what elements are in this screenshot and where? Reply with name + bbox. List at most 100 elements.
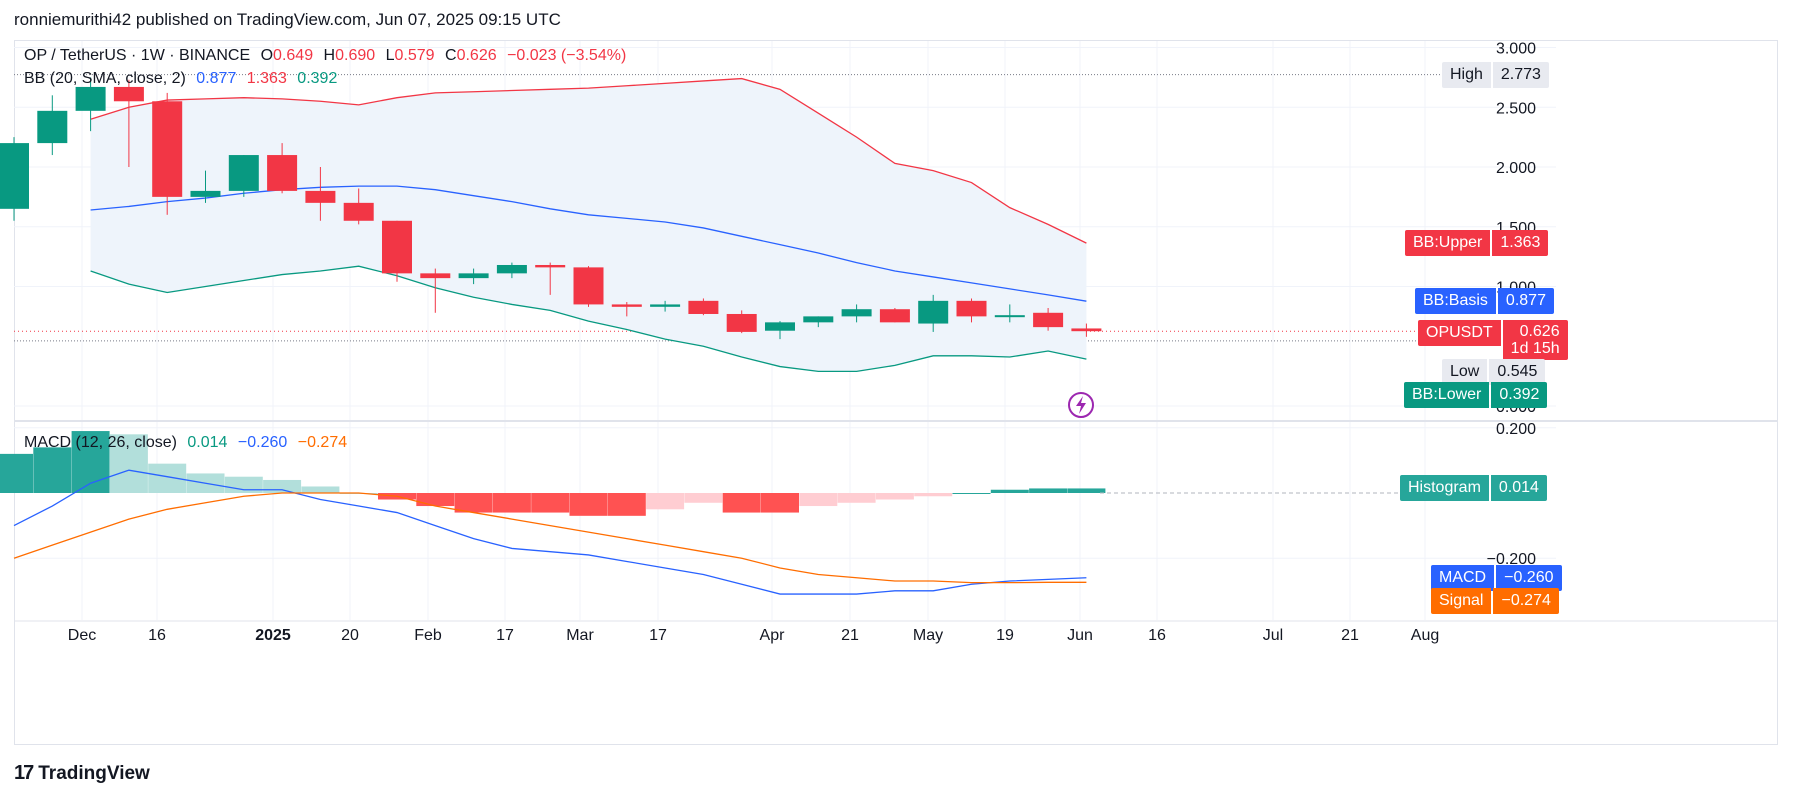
- candle-body: [382, 220, 412, 274]
- macd-histogram-bar: [761, 493, 799, 513]
- macd-histogram-bar: [569, 493, 608, 516]
- candle-body: [956, 300, 987, 317]
- candle-body: [688, 300, 719, 314]
- candle-body: [496, 264, 527, 274]
- candle-body: [458, 273, 489, 279]
- candle-body: [190, 190, 221, 197]
- candle-body: [879, 309, 910, 323]
- chart-frame[interactable]: [14, 40, 1778, 745]
- price-change: −0.023 (−3.54%): [507, 47, 627, 64]
- price-axis-label: 3.000: [1496, 41, 1536, 58]
- macd-line: [13, 469, 1087, 595]
- macd-histogram-bar: [837, 493, 876, 503]
- macd-legend[interactable]: MACD (12, 26, close) 0.014 −0.260 −0.274: [24, 434, 353, 452]
- tradingview-brand-label: TradingView: [38, 762, 150, 784]
- time-axis-label: 2025: [255, 627, 291, 644]
- bb-lower-tag: BB:Lower 0.392: [1404, 382, 1548, 408]
- tradingview-logo-icon: 17: [14, 762, 34, 784]
- macd-histogram-bar: [416, 493, 455, 507]
- candle-body: [803, 316, 834, 323]
- candle-body: [37, 110, 68, 144]
- macd-histogram-bar: [607, 493, 646, 516]
- candle-body: [918, 300, 949, 324]
- candle-body: [765, 322, 795, 331]
- candle-body: [535, 264, 566, 268]
- price-axis-label: 2.500: [1496, 100, 1536, 117]
- histogram-tag: Histogram 0.014: [1400, 475, 1547, 501]
- time-axis-label: 19: [996, 627, 1014, 644]
- macd-line-value: −0.260: [237, 434, 288, 451]
- macd-histogram-bar: [914, 493, 953, 497]
- bb-upper-line: [90, 77, 1087, 244]
- bb-upper-tag: BB:Upper 1.363: [1405, 230, 1549, 256]
- macd-histogram-bar: [224, 476, 263, 493]
- macd-histogram-bar: [990, 489, 1029, 493]
- time-axis-label: Jul: [1263, 627, 1283, 644]
- price-tag-value: 0.626: [1519, 323, 1560, 340]
- symbol-legend[interactable]: OP / TetherUS · 1W · BINANCE O0.649 H0.6…: [24, 47, 632, 65]
- macd-hist-value: 0.014: [187, 434, 228, 451]
- candle-body: [650, 304, 681, 307]
- bb-basis-line: [90, 185, 1087, 302]
- candle-body: [420, 273, 451, 279]
- time-axis-label: Feb: [414, 627, 442, 644]
- candle-body: [113, 86, 144, 102]
- candle-body: [267, 155, 298, 191]
- bb-basis-tag: BB:Basis 0.877: [1415, 288, 1554, 314]
- macd-histogram-bar: [0, 453, 33, 493]
- macd-histogram-bar: [646, 493, 685, 510]
- candle-body: [305, 190, 336, 203]
- time-axis-label: 21: [841, 627, 859, 644]
- macd-axis-label: −0.200: [1487, 551, 1536, 568]
- time-axis-label: Jun: [1067, 627, 1093, 644]
- time-axis-label: 17: [496, 627, 514, 644]
- bb-legend[interactable]: BB (20, SMA, close, 2) 0.877 1.363 0.392: [24, 70, 343, 88]
- candle-body: [1033, 312, 1064, 328]
- macd-histogram-bar: [952, 493, 991, 494]
- tradingview-brand[interactable]: 17 TradingView: [14, 762, 150, 785]
- price-tag: OPUSDT 0.626 1d 15h: [1418, 320, 1568, 360]
- macd-histogram-bar: [684, 493, 723, 503]
- candle-body: [611, 304, 642, 307]
- macd-axis-label: 0.200: [1496, 421, 1536, 438]
- macd-histogram-bar: [531, 493, 570, 513]
- bb-fill: [90, 78, 1087, 372]
- candle-body: [994, 315, 1025, 318]
- ohlc-low: L0.579: [385, 47, 435, 64]
- bb-label: BB (20, SMA, close, 2): [24, 70, 186, 87]
- macd-histogram-bar: [301, 486, 340, 493]
- bb-basis-value: 0.877: [196, 70, 237, 87]
- candle-body: [841, 309, 872, 317]
- ohlc-close: C0.626: [445, 47, 497, 64]
- macd-histogram-bar: [492, 493, 531, 513]
- macd-histogram-bar: [33, 447, 72, 493]
- signal-tag: Signal −0.274: [1431, 588, 1559, 614]
- macd-histogram-bar: [1067, 488, 1106, 493]
- ohlc-open: O0.649: [260, 47, 314, 64]
- macd-histogram-bar: [454, 493, 493, 513]
- macd-histogram-bar: [109, 434, 148, 493]
- macd-histogram-bar: [875, 493, 914, 500]
- time-axis-label: 21: [1341, 627, 1359, 644]
- bb-lower-value: 0.392: [297, 70, 338, 87]
- candle-body: [343, 202, 374, 221]
- macd-histogram-bar: [722, 493, 761, 513]
- time-axis-label: May: [913, 627, 943, 644]
- macd-histogram-bar: [1029, 488, 1068, 493]
- candle-body: [75, 86, 106, 111]
- candle-body: [573, 267, 604, 305]
- time-axis-label: Apr: [760, 627, 786, 644]
- price-tag-countdown: 1d 15h: [1510, 340, 1560, 357]
- price-axis-label: 2.000: [1496, 160, 1536, 177]
- lightning-icon: [1076, 396, 1086, 414]
- candle-body: [726, 313, 757, 332]
- time-axis-label: Dec: [68, 627, 96, 644]
- time-axis-label: 17: [649, 627, 667, 644]
- publisher-line: ronniemurithi42 published on TradingView…: [14, 10, 561, 29]
- time-axis-label: Mar: [566, 627, 594, 644]
- signal-line: [13, 492, 1087, 584]
- ohlc-high: H0.690: [323, 47, 376, 64]
- bb-upper-value: 1.363: [246, 70, 287, 87]
- time-axis-label: 16: [1148, 627, 1166, 644]
